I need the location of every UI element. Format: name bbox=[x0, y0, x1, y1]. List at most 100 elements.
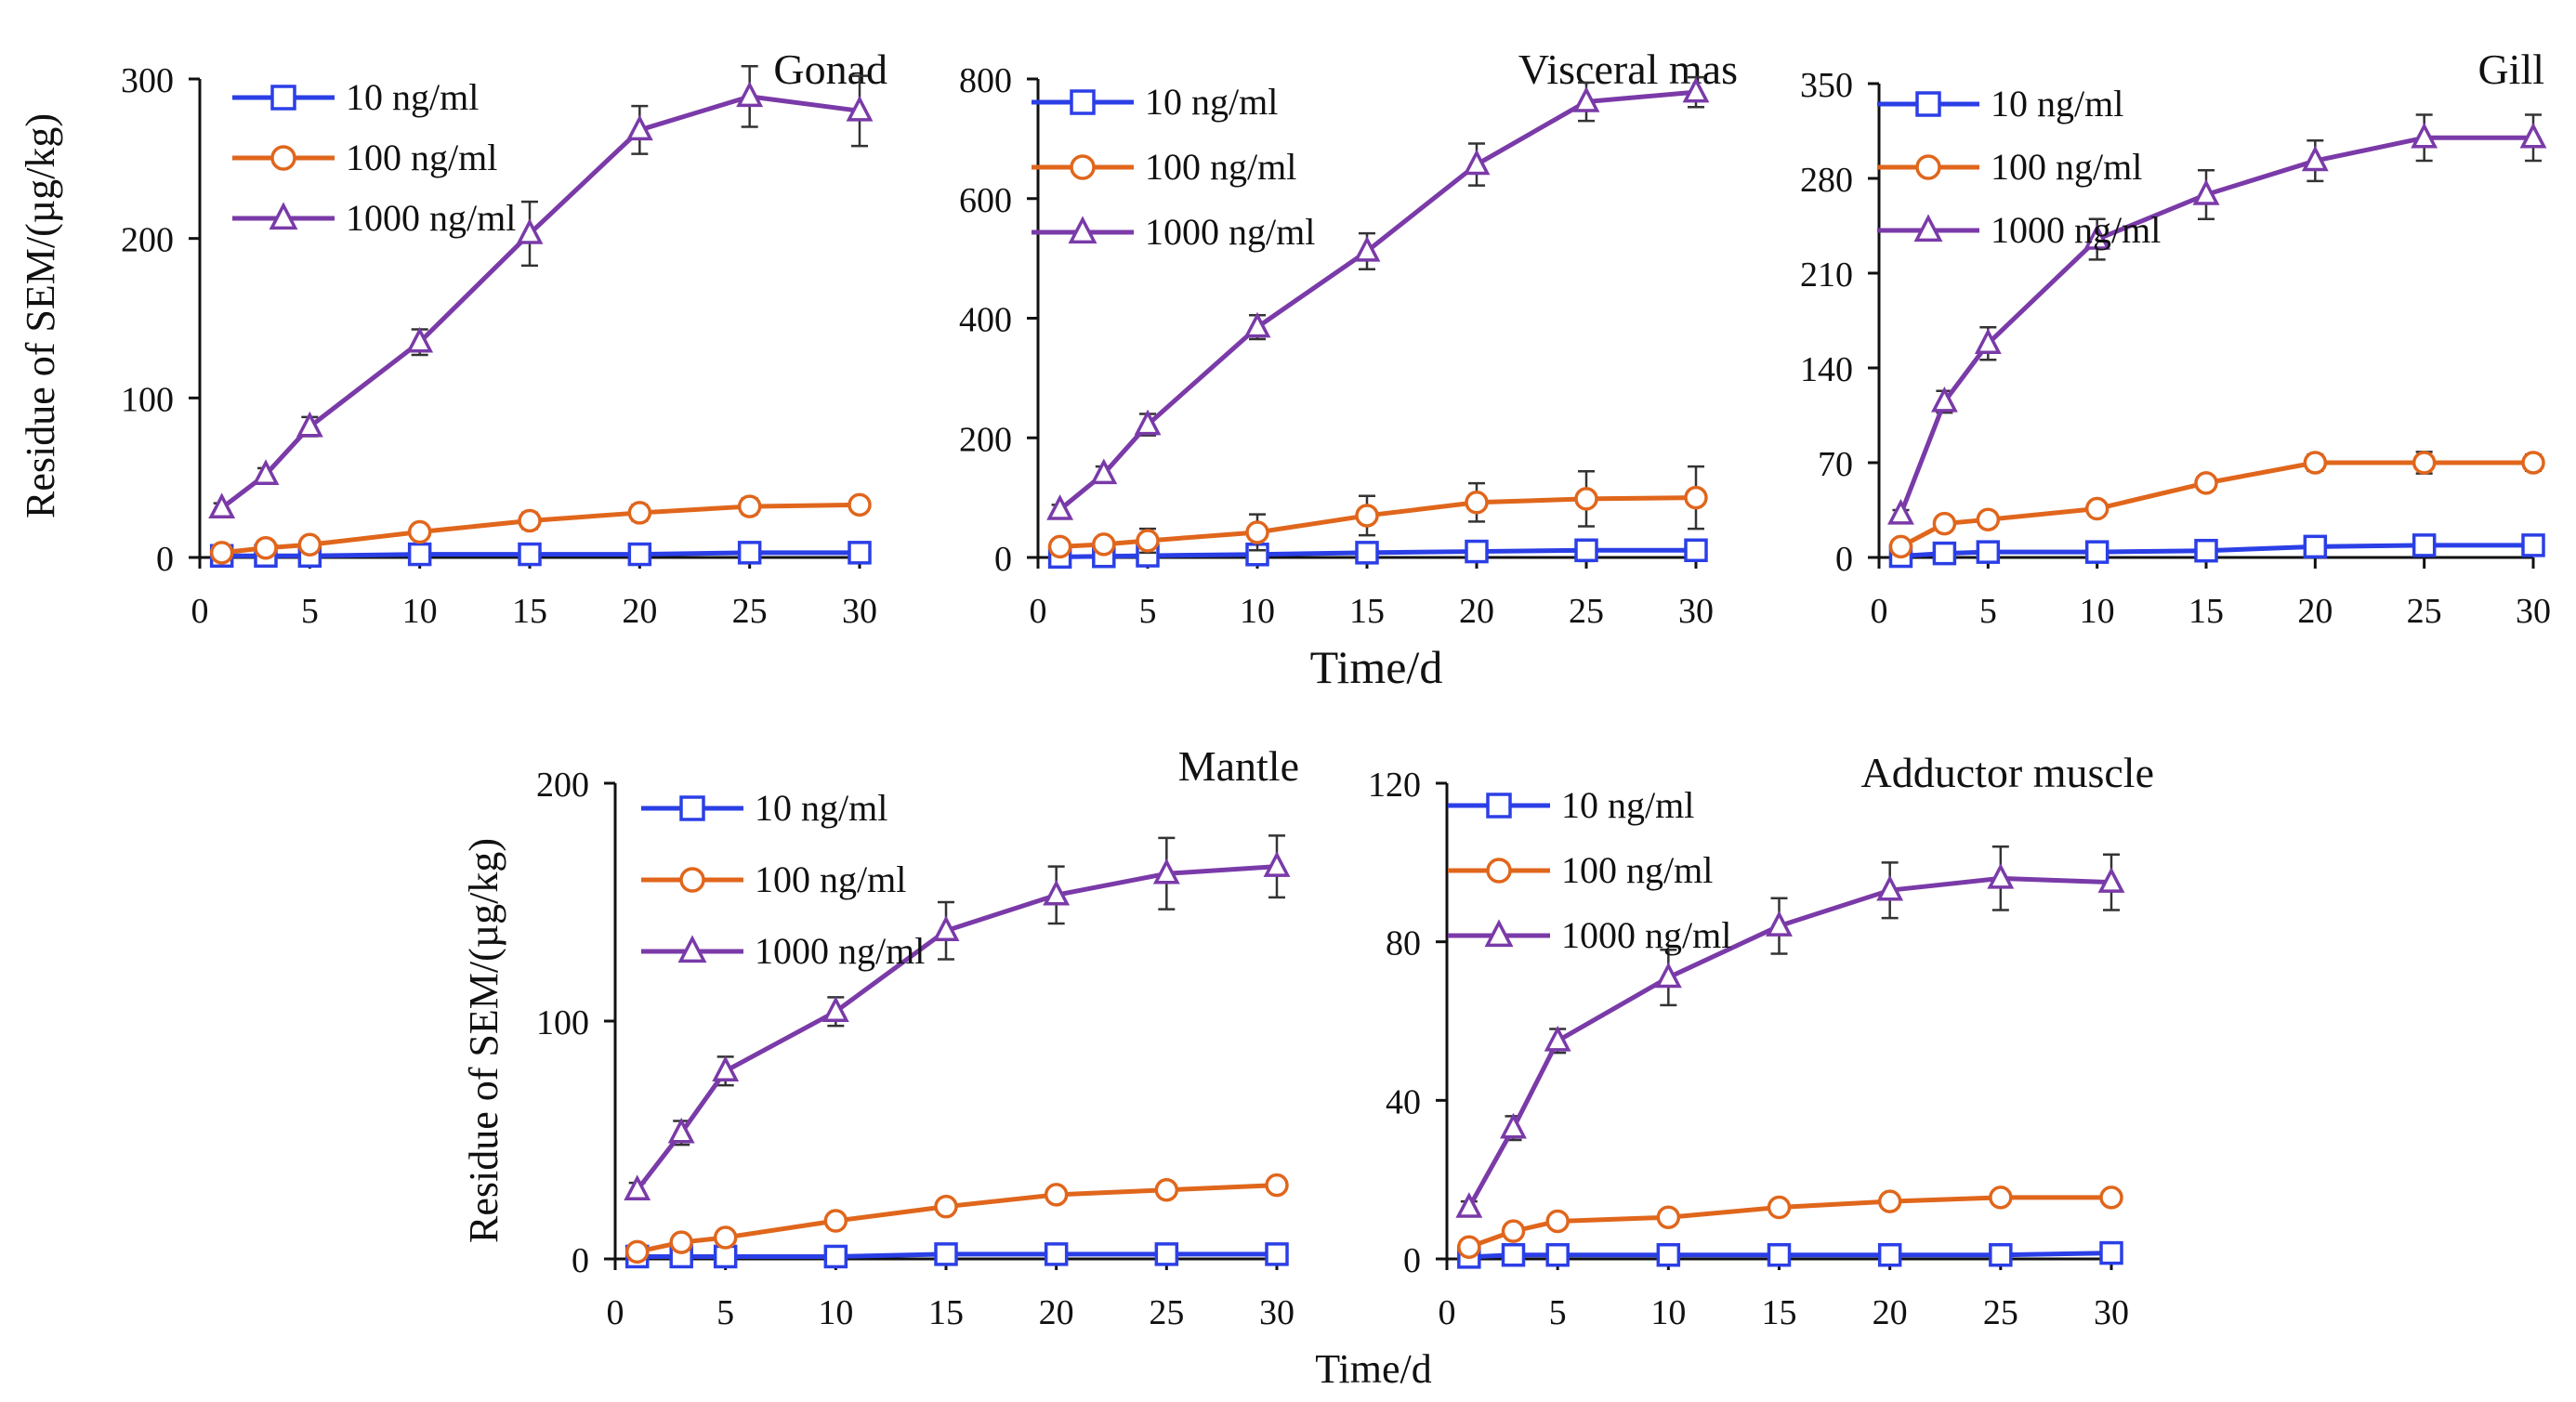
data-point-triangle-marker bbox=[624, 1174, 651, 1200]
data-point-circle-marker bbox=[627, 501, 652, 525]
legend-label: 10 ng/ml bbox=[755, 787, 887, 829]
chart-title: Gill bbox=[2477, 46, 2544, 93]
legend-label: 100 ng/ml bbox=[1561, 849, 1713, 891]
data-point-triangle-marker bbox=[932, 915, 960, 941]
x-tick-label: 30 bbox=[1678, 592, 1714, 631]
y-tick-label: 800 bbox=[959, 61, 1012, 100]
legend-square-marker bbox=[1915, 91, 1941, 117]
y-tick-label: 0 bbox=[994, 540, 1012, 579]
data-point-square-marker bbox=[823, 1244, 848, 1269]
data-point-triangle-marker bbox=[516, 218, 544, 244]
legend-square-marker bbox=[1486, 793, 1512, 819]
data-point-square-marker bbox=[1465, 539, 1489, 564]
x-tick-label: 20 bbox=[1459, 592, 1494, 631]
x-tick-label: 20 bbox=[1039, 1293, 1074, 1332]
data-point-square-marker bbox=[713, 1244, 738, 1269]
legend-triangle-marker bbox=[1068, 216, 1097, 244]
legend-label: 1000 ng/ml bbox=[1561, 914, 1731, 956]
y-axis-label-bottom: Residue of SEM/(µg/kg) bbox=[461, 838, 506, 1243]
legend-square-marker bbox=[1070, 89, 1096, 115]
series-1000-ng-ml bbox=[624, 834, 1291, 1200]
chart-panel-1: 0 100 200 300 0 5 10 15 20 25 30 Gonad 10 ng/ml 100 n… bbox=[121, 46, 887, 631]
x-tick-label: 25 bbox=[1983, 1293, 2018, 1332]
y-tick-label: 350 bbox=[1800, 66, 1853, 105]
data-point-square-marker bbox=[1355, 541, 1379, 565]
data-point-circle-marker bbox=[1044, 1183, 1069, 1207]
series-line bbox=[220, 94, 861, 510]
data-point-triangle-marker bbox=[1987, 862, 2015, 889]
legend-item: 10 ng/ml bbox=[1032, 81, 1278, 123]
y-tick-label: 80 bbox=[1386, 924, 1421, 963]
legend-triangle-marker bbox=[1484, 919, 1514, 948]
data-point-circle-marker bbox=[1047, 534, 1072, 559]
data-point-circle-marker bbox=[2084, 496, 2109, 521]
data-point-square-marker bbox=[1265, 1242, 1289, 1266]
data-point-circle-marker bbox=[2194, 471, 2218, 495]
data-point-circle-marker bbox=[254, 535, 278, 560]
data-point-circle-marker bbox=[713, 1225, 738, 1250]
x-tick-label: 25 bbox=[2407, 592, 2442, 631]
x-tick-label: 5 bbox=[1979, 592, 1997, 631]
data-point-triangle-marker bbox=[406, 326, 434, 353]
data-point-square-marker bbox=[2099, 1240, 2123, 1265]
y-tick-label: 400 bbox=[959, 301, 1012, 340]
x-tick-label: 15 bbox=[1762, 1293, 1797, 1332]
chart-panel-4: 0 100 200 0 5 10 15 20 25 30 Mantle 10 ng/ml 100 ng/… bbox=[536, 742, 1299, 1332]
legend-circle-marker bbox=[1070, 154, 1096, 180]
data-point-circle-marker bbox=[1656, 1205, 1681, 1229]
data-point-circle-marker bbox=[2412, 451, 2437, 475]
x-tick-label: 5 bbox=[716, 1293, 734, 1332]
data-point-triangle-marker bbox=[2411, 122, 2438, 149]
data-point-square-marker bbox=[1684, 538, 1708, 563]
data-point-triangle-marker bbox=[208, 492, 236, 519]
data-point-square-marker bbox=[1656, 1242, 1681, 1267]
chart-panel-2: 0 200 400 600 800 0 5 10 15 20 25 30 Visceral mas Tim… bbox=[959, 46, 1738, 693]
x-tick-label: 0 bbox=[1030, 592, 1047, 631]
data-point-square-marker bbox=[934, 1242, 958, 1266]
data-point-square-marker bbox=[1767, 1242, 1792, 1267]
y-tick-label: 70 bbox=[1818, 445, 1853, 484]
legend-label: 10 ng/ml bbox=[346, 76, 479, 118]
series-1000-ng-ml bbox=[1046, 75, 1710, 520]
legend-label: 10 ng/ml bbox=[1145, 81, 1278, 123]
data-point-triangle-marker bbox=[1353, 235, 1381, 262]
series-10-ng-ml bbox=[1457, 1240, 2123, 1269]
legend-label: 100 ng/ml bbox=[1991, 146, 2142, 188]
y-tick-label: 200 bbox=[121, 221, 174, 260]
legend-circle-marker bbox=[679, 867, 705, 893]
data-point-triangle-marker bbox=[2301, 145, 2329, 172]
y-tick-label: 0 bbox=[572, 1241, 589, 1280]
data-point-circle-marker bbox=[1976, 507, 2001, 531]
data-point-triangle-marker bbox=[1046, 494, 1074, 520]
legend-item: 1000 ng/ml bbox=[1877, 209, 2161, 251]
data-point-circle-marker bbox=[1457, 1235, 1481, 1259]
x-tick-label: 0 bbox=[1871, 592, 1888, 631]
legend-item: 1000 ng/ml bbox=[1032, 211, 1315, 253]
legend-item: 10 ng/ml bbox=[1448, 784, 1694, 826]
data-point-square-marker bbox=[1501, 1242, 1526, 1267]
y-tick-label: 140 bbox=[1800, 350, 1853, 389]
data-point-triangle-marker bbox=[1654, 962, 1682, 989]
series-100-ng-ml bbox=[1457, 1186, 2123, 1259]
data-point-circle-marker bbox=[1501, 1219, 1526, 1243]
data-point-triangle-marker bbox=[1500, 1112, 1527, 1139]
data-point-triangle-marker bbox=[1243, 311, 1271, 338]
series-1000-ng-ml bbox=[208, 65, 874, 519]
chart-title: Visceral mas bbox=[1518, 46, 1738, 93]
data-point-square-marker bbox=[737, 541, 762, 565]
y-tick-label: 300 bbox=[121, 61, 174, 100]
data-point-triangle-marker bbox=[1134, 409, 1162, 436]
legend-label: 100 ng/ml bbox=[755, 858, 906, 900]
legend-item: 1000 ng/ml bbox=[1448, 914, 1731, 956]
data-point-triangle-marker bbox=[1152, 858, 1180, 884]
data-point-triangle-marker bbox=[821, 996, 849, 1022]
legend-label: 1000 ng/ml bbox=[346, 197, 516, 239]
legend-square-marker bbox=[679, 795, 705, 821]
legend-label: 100 ng/ml bbox=[1145, 146, 1296, 188]
data-point-circle-marker bbox=[2099, 1186, 2123, 1210]
data-point-triangle-marker bbox=[736, 81, 764, 108]
legend-item: 100 ng/ml bbox=[1032, 146, 1296, 188]
x-tick-label: 25 bbox=[1569, 592, 1604, 631]
data-point-square-marker bbox=[848, 541, 872, 565]
legend-triangle-marker bbox=[677, 935, 707, 963]
